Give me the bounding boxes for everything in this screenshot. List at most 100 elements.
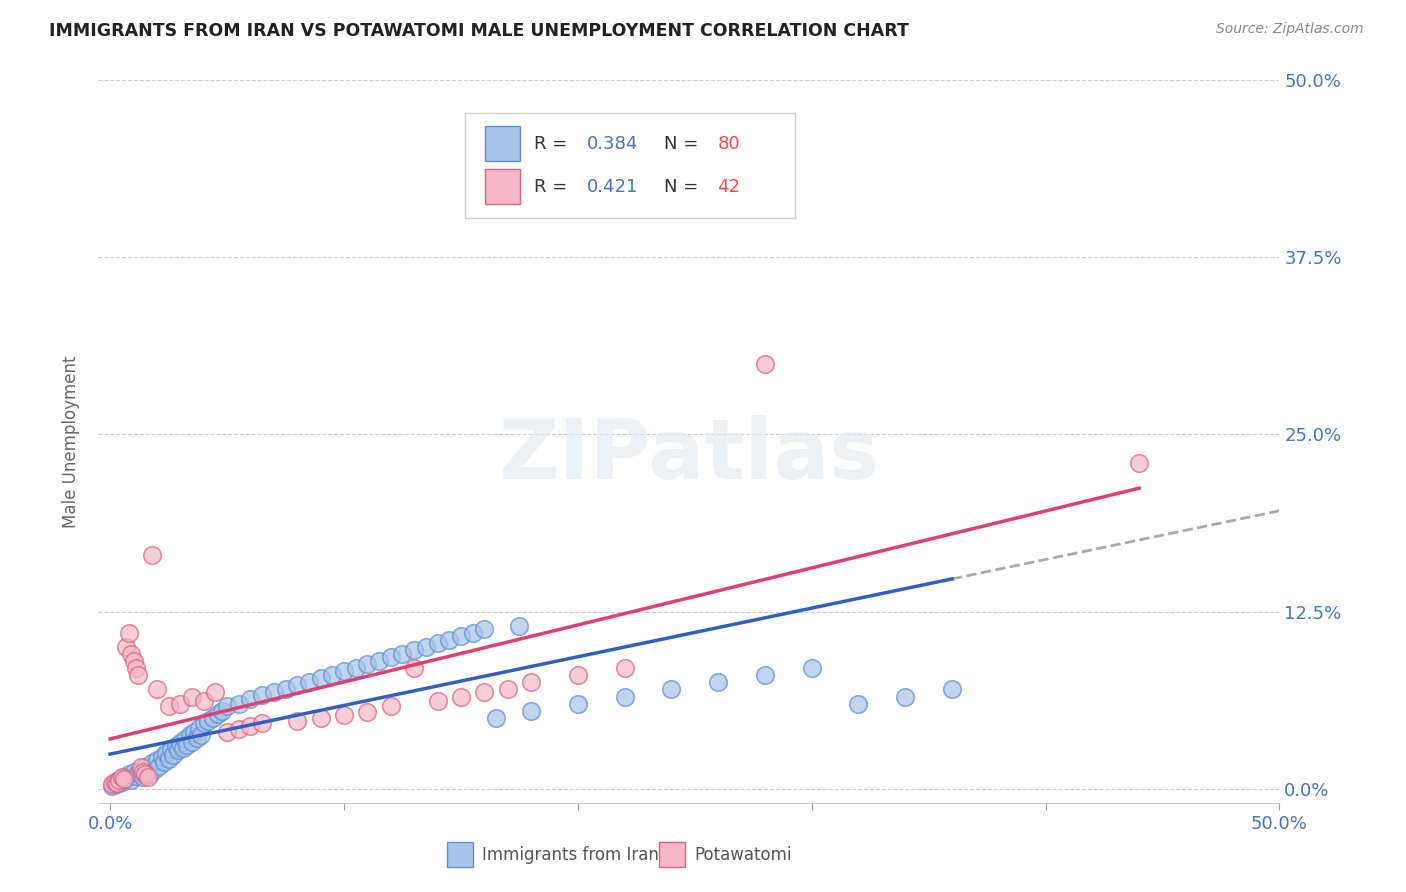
Point <box>111 770 134 784</box>
Point <box>1128 456 1150 470</box>
Point <box>404 642 426 657</box>
Point <box>193 694 215 708</box>
Point <box>188 721 211 735</box>
Point <box>520 704 543 718</box>
Point <box>321 668 343 682</box>
Point <box>285 714 308 728</box>
Point <box>567 668 589 682</box>
Point <box>250 716 273 731</box>
Point <box>160 742 183 756</box>
Point <box>132 764 155 779</box>
Point <box>800 661 823 675</box>
Point <box>197 714 219 728</box>
Point <box>141 548 163 562</box>
Point <box>426 636 449 650</box>
Y-axis label: Male Unemployment: Male Unemployment <box>62 355 80 528</box>
Point <box>181 735 204 749</box>
Point <box>263 685 285 699</box>
Text: R =: R = <box>534 135 574 153</box>
Text: 80: 80 <box>717 135 740 153</box>
Point <box>136 764 159 779</box>
Point <box>193 716 215 731</box>
Point <box>115 640 138 654</box>
Point <box>215 699 238 714</box>
Point <box>356 657 378 671</box>
FancyBboxPatch shape <box>464 112 796 218</box>
Point <box>120 647 142 661</box>
Point <box>344 661 367 675</box>
Point <box>155 746 177 760</box>
Point <box>127 668 149 682</box>
Point <box>129 760 152 774</box>
Point <box>120 773 142 788</box>
Text: IMMIGRANTS FROM IRAN VS POTAWATOMI MALE UNEMPLOYMENT CORRELATION CHART: IMMIGRANTS FROM IRAN VS POTAWATOMI MALE … <box>49 22 910 40</box>
Text: Immigrants from Iran: Immigrants from Iran <box>482 846 659 863</box>
Point <box>520 675 543 690</box>
Point <box>496 682 519 697</box>
Point <box>404 661 426 675</box>
Point <box>190 728 212 742</box>
Text: Source: ZipAtlas.com: Source: ZipAtlas.com <box>1216 22 1364 37</box>
Text: 0.384: 0.384 <box>588 135 638 153</box>
Point <box>101 779 124 793</box>
Point <box>157 699 180 714</box>
Point <box>134 767 156 781</box>
Point <box>450 690 472 704</box>
Point <box>101 777 124 791</box>
Point <box>104 776 127 790</box>
Point <box>207 706 229 721</box>
Point <box>143 762 166 776</box>
Point <box>683 172 706 186</box>
Point <box>215 725 238 739</box>
FancyBboxPatch shape <box>485 169 520 204</box>
Point <box>333 708 356 723</box>
Point <box>239 692 262 706</box>
Point <box>186 731 208 745</box>
Point <box>105 776 128 790</box>
Point <box>391 647 413 661</box>
Point <box>127 766 149 780</box>
Point <box>111 774 134 789</box>
Point <box>165 739 187 753</box>
Point <box>204 685 226 699</box>
Point <box>125 661 148 675</box>
Point <box>202 711 225 725</box>
Point <box>105 777 128 791</box>
Point <box>450 629 472 643</box>
Point <box>112 770 135 784</box>
Point <box>707 675 730 690</box>
Text: R =: R = <box>534 178 574 195</box>
Point <box>472 622 495 636</box>
Point <box>172 740 194 755</box>
Text: Potawatomi: Potawatomi <box>695 846 793 863</box>
Point <box>228 722 250 736</box>
Point <box>169 697 191 711</box>
Point <box>122 654 145 668</box>
Point <box>613 690 636 704</box>
Point <box>181 690 204 704</box>
Point <box>125 769 148 783</box>
Text: N =: N = <box>664 178 704 195</box>
Point <box>415 640 437 654</box>
Point <box>148 759 170 773</box>
Point <box>356 705 378 719</box>
Point <box>941 682 963 697</box>
Point <box>298 675 321 690</box>
Point <box>118 625 141 640</box>
Point <box>567 697 589 711</box>
Point <box>108 773 131 788</box>
Point <box>115 772 138 786</box>
Point <box>174 732 197 747</box>
Point <box>129 763 152 777</box>
Point <box>754 357 776 371</box>
Point <box>167 743 190 757</box>
Text: ZIPatlas: ZIPatlas <box>499 416 879 497</box>
Point <box>104 774 127 789</box>
Point <box>239 719 262 733</box>
Point <box>333 664 356 678</box>
FancyBboxPatch shape <box>485 127 520 161</box>
Point <box>754 668 776 682</box>
Point <box>285 678 308 692</box>
Point <box>461 625 484 640</box>
Point <box>162 747 184 762</box>
